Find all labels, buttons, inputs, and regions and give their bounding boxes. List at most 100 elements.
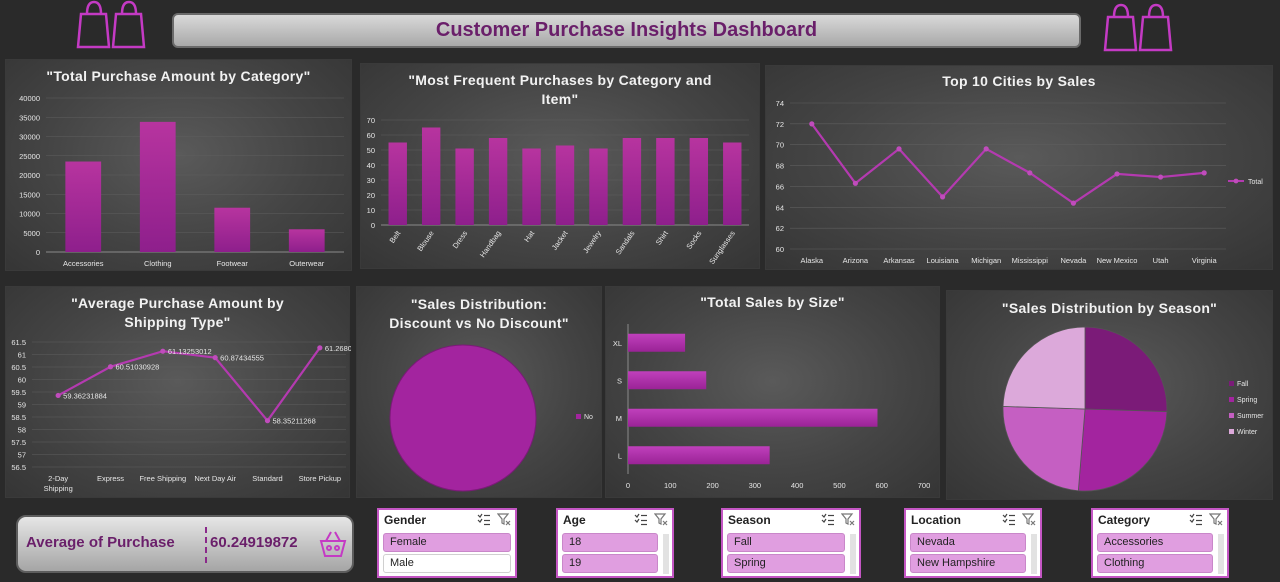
slicer-title: Location: [911, 513, 961, 527]
slicer-item[interactable]: 18: [562, 533, 658, 552]
x-tick-label: Sandals: [614, 229, 637, 257]
chart-top-cities-by-sales[interactable]: Top 10 Cities by Sales 60 62 64 66 68 70 72 74 A…: [765, 65, 1273, 270]
x-tick-label: Arkansas: [883, 256, 915, 265]
legend-label: Winter: [1237, 429, 1258, 436]
slicer-title: Season: [728, 513, 771, 527]
slicer-scrollbar[interactable]: [850, 534, 856, 574]
slicer-item[interactable]: Accessories: [1097, 533, 1213, 552]
slicer-location[interactable]: Location Nevada New Hampshire: [904, 508, 1042, 578]
slicer-item[interactable]: Nevada: [910, 533, 1026, 552]
pie-slice: [1002, 326, 1086, 410]
x-tick-label: Blouse: [415, 229, 436, 253]
data-point: [1158, 174, 1164, 180]
slicer-item[interactable]: Male: [383, 554, 511, 573]
y-tick-label: 15000: [19, 190, 40, 199]
data-point: [107, 364, 114, 370]
slicer-item[interactable]: Fall: [727, 533, 845, 552]
data-label: 60.87434555: [220, 354, 264, 363]
pie-slice: [1002, 406, 1086, 492]
slicer-scrollbar[interactable]: [1218, 534, 1224, 574]
y-tick-label: 5000: [23, 229, 40, 238]
y-tick-label: 0: [371, 221, 375, 230]
y-tick-label: 58.5: [11, 413, 26, 422]
multi-select-icon[interactable]: [1189, 512, 1203, 526]
x-tick-label: 2-Day: [48, 474, 68, 483]
kpi-value: 60.24919872: [210, 534, 298, 551]
y-tick-label: 74: [776, 99, 784, 108]
chart-discount-distribution[interactable]: "Sales Distribution: Discount vs No Disc…: [356, 286, 602, 498]
x-tick-label: Dress: [451, 229, 470, 250]
clear-filter-icon[interactable]: [653, 512, 668, 526]
x-tick-label: Arizona: [843, 256, 869, 265]
y-tick-label: XL: [613, 339, 622, 348]
x-tick-label: Mississippi: [1012, 256, 1049, 265]
multi-select-icon[interactable]: [634, 512, 648, 526]
y-tick-label: 50: [367, 146, 375, 155]
multi-select-icon[interactable]: [1002, 512, 1016, 526]
slicer-gender[interactable]: Gender Female Male: [377, 508, 517, 578]
x-tick-label: Next Day Air: [194, 474, 236, 483]
series-line: [57, 347, 321, 423]
data-point: [55, 392, 61, 399]
slicer-item[interactable]: 19: [562, 554, 658, 573]
kpi-divider: [205, 527, 207, 563]
slicer-season[interactable]: Season Fall Spring: [721, 508, 861, 578]
slicer-item[interactable]: Female: [383, 533, 511, 552]
bar: [288, 229, 325, 252]
chart-title-line-1: "Average Purchase Amount by: [71, 295, 284, 311]
x-tick-label: Footwear: [217, 259, 249, 268]
x-tick-label: Store Pickup: [299, 474, 342, 483]
chart-title: "Total Purchase Amount by Category": [46, 68, 311, 84]
chart-total-purchase-by-category[interactable]: "Total Purchase Amount by Category" 0 500…: [5, 59, 352, 271]
y-tick-label: 10: [367, 206, 375, 215]
multi-select-icon[interactable]: [821, 512, 835, 526]
chart-avg-purchase-by-shipping[interactable]: "Average Purchase Amount by Shipping Typ…: [5, 286, 351, 498]
y-tick-label: 57: [18, 451, 26, 460]
x-tick-label: Jacket: [550, 228, 570, 252]
x-tick-label: 500: [833, 481, 846, 490]
chart-sales-by-season[interactable]: "Sales Distribution by Season" Fall Sprin…: [946, 290, 1273, 500]
x-tick-label: Louisiana: [927, 256, 960, 265]
x-tick-label: 200: [706, 481, 719, 490]
data-label: 61.13253012: [168, 347, 212, 356]
y-tick-label: 72: [776, 120, 784, 129]
clear-filter-icon[interactable]: [1021, 512, 1036, 526]
chart-total-sales-by-size[interactable]: "Total Sales by Size" 0 100 200 300 400 500 60…: [605, 286, 940, 498]
y-tick-label: 68: [776, 162, 784, 171]
y-tick-label: 70: [367, 116, 375, 125]
x-tick-label: Outerwear: [289, 259, 325, 268]
slicer-item[interactable]: New Hampshire: [910, 554, 1026, 573]
bar: [455, 148, 474, 225]
y-tick-label: 60: [367, 131, 375, 140]
y-tick-label: 56.5: [11, 463, 26, 472]
legend-label: Fall: [1237, 381, 1249, 388]
y-tick-label: 60: [18, 376, 26, 385]
x-tick-label: Belt: [388, 228, 403, 244]
y-tick-label: 60: [776, 245, 784, 254]
multi-select-icon[interactable]: [477, 512, 491, 526]
slicer-item[interactable]: Spring: [727, 554, 845, 573]
data-label: 59.36231884: [63, 391, 107, 400]
slicer-category[interactable]: Category Accessories Clothing: [1091, 508, 1229, 578]
clear-filter-icon[interactable]: [496, 512, 511, 526]
chart-most-frequent-purchases[interactable]: "Most Frequent Purchases by Category and…: [360, 63, 760, 269]
slicer-scrollbar[interactable]: [663, 534, 669, 574]
x-tick-label: Standard: [252, 474, 282, 483]
slicer-title: Gender: [384, 513, 427, 527]
bar: [555, 145, 575, 225]
kpi-average-purchase: Average of Purchase 60.24919872: [16, 515, 354, 573]
slicer-title: Age: [563, 513, 586, 527]
bar: [628, 371, 707, 390]
clear-filter-icon[interactable]: [840, 512, 855, 526]
chart-title: "Sales Distribution by Season": [1001, 300, 1218, 316]
slicer-age[interactable]: Age 18 19: [556, 508, 674, 578]
x-tick-label: 400: [791, 481, 804, 490]
slicer-scrollbar[interactable]: [1031, 534, 1037, 574]
legend-label: Summer: [1237, 413, 1264, 420]
x-tick-label: Accessories: [63, 259, 104, 268]
y-tick-label: 66: [776, 182, 784, 191]
clear-filter-icon[interactable]: [1208, 512, 1223, 526]
y-tick-label: L: [618, 451, 622, 460]
y-tick-label: 70: [776, 141, 784, 150]
slicer-item[interactable]: Clothing: [1097, 554, 1213, 573]
